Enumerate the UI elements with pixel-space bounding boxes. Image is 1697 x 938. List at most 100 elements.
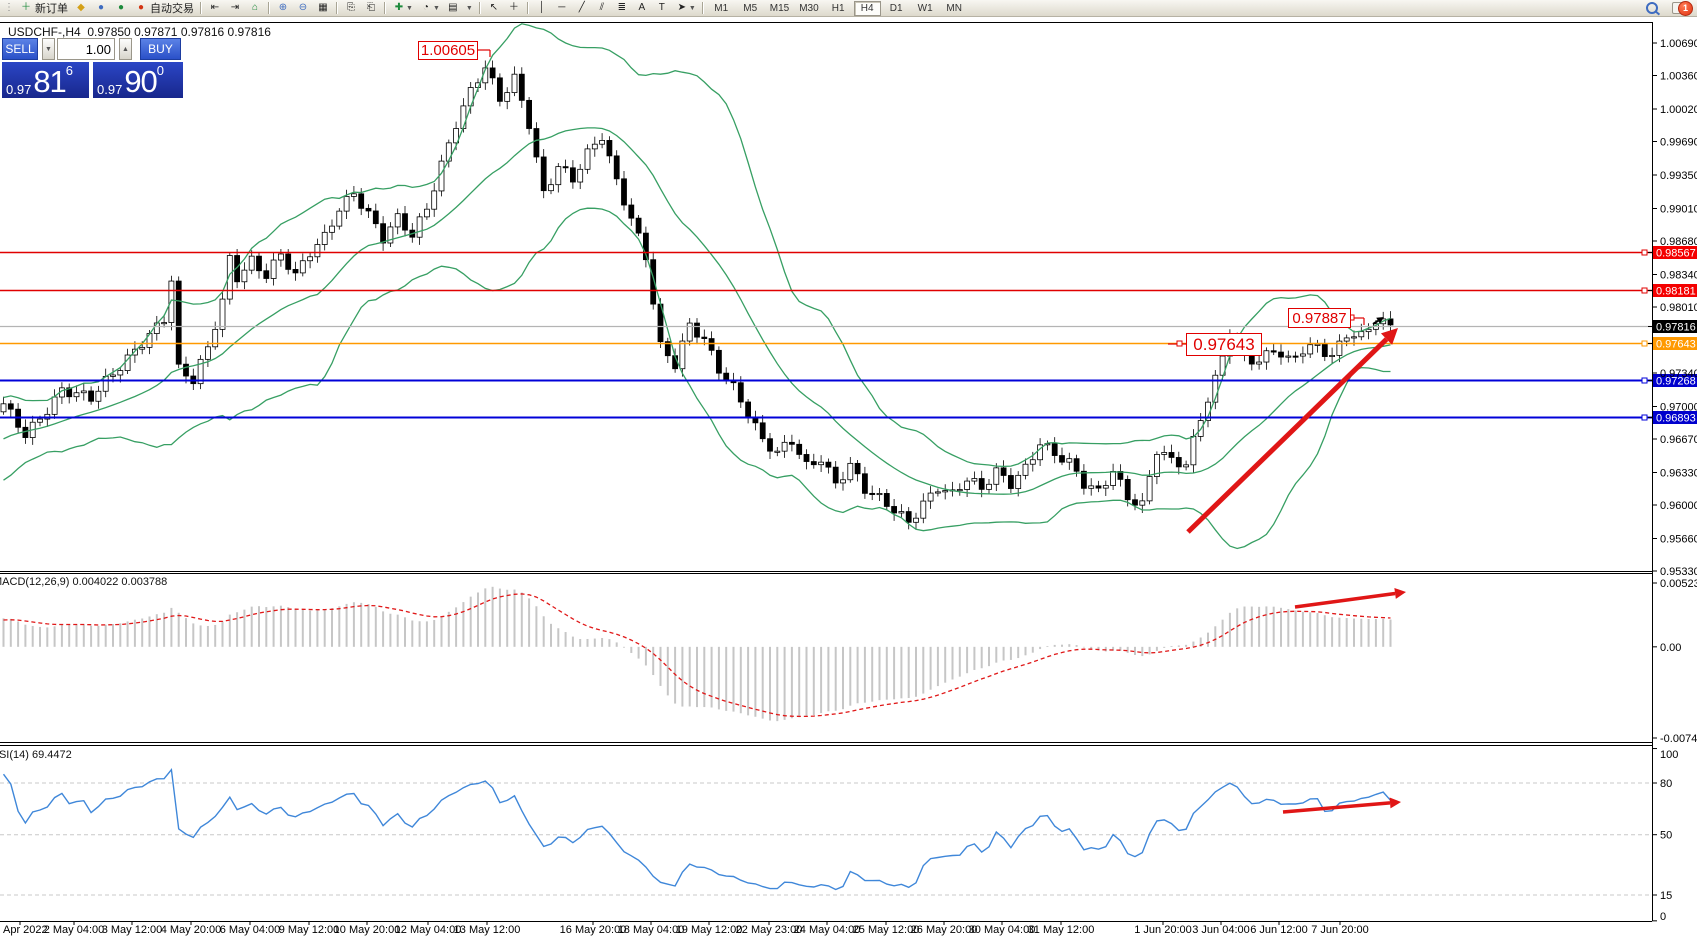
volume-down-button[interactable]: ▼ — [42, 38, 55, 60]
chart-window-icon: ▤ — [448, 2, 458, 13]
volume-up-button[interactable]: ▲ — [119, 38, 132, 60]
one-click-trade-panel: SELL ▼ 1.00 ▲ BUY 0.97 81 6 0.97 90 0 — [2, 38, 183, 98]
signal-button[interactable]: ● — [112, 1, 130, 16]
date-label: 6 May 04:00 — [220, 924, 281, 936]
buy-price-prefix: 0.97 — [97, 82, 123, 97]
bar-high: 0.97871 — [134, 25, 178, 39]
text-tool[interactable]: A — [633, 1, 651, 16]
date-label: 31 May 12:00 — [1028, 924, 1095, 936]
price-tick-label: 0.95330 — [1660, 566, 1697, 578]
text-tool-icon: A — [638, 2, 646, 13]
sell-price-tile[interactable]: 0.97 81 6 — [2, 62, 89, 98]
tile-windows-button[interactable]: ▦ — [314, 1, 332, 16]
tile-windows-icon: ▦ — [318, 2, 328, 13]
templates-icon: ⎗ — [367, 2, 375, 13]
annotation-high-1-00605[interactable]: 1.00605 — [418, 41, 478, 60]
user-icon: ● — [97, 2, 105, 13]
toolbar-dropdown[interactable]: ▼ — [465, 4, 473, 12]
date-label: 7 Jun 20:00 — [1311, 924, 1369, 936]
toolbar-separator — [701, 2, 704, 14]
date-label: 2 May 04:00 — [44, 924, 105, 936]
price-tick-label: 0.99010 — [1660, 203, 1697, 215]
date-label: 9 May 12:00 — [279, 924, 340, 936]
svg-text:0.97816: 0.97816 — [1656, 322, 1696, 334]
timeframe-button-w1[interactable]: W1 — [917, 2, 933, 14]
community-button[interactable]: ● — [92, 1, 110, 16]
buy-price-tile[interactable]: 0.97 90 0 — [93, 62, 183, 98]
crosshair-tool[interactable]: ＋ — [505, 1, 523, 16]
channel-tool[interactable]: ⫽ — [593, 1, 611, 16]
auto-trading-button[interactable]: ● 自动交易 — [132, 1, 196, 16]
price-tick-label: 0.99350 — [1660, 170, 1697, 182]
timeframe-button-h1[interactable]: H1 — [831, 2, 845, 14]
vertical-line-tool[interactable]: │ — [533, 1, 551, 16]
timeframe-button-d1[interactable]: D1 — [889, 2, 903, 14]
zoom-in-button[interactable]: ⊕ — [274, 1, 292, 16]
price-tick-label: 0.98340 — [1660, 269, 1697, 281]
price-tick-label: 0.98010 — [1660, 302, 1697, 314]
timeframe-button-m1[interactable]: M1 — [714, 2, 729, 14]
bar-marker-arrow[interactable] — [1372, 317, 1384, 325]
fibonacci-tool[interactable]: ≣ — [613, 1, 631, 16]
indicators-button[interactable]: ✚ ▼ — [390, 1, 415, 16]
date-label: 13 May 12:00 — [454, 924, 521, 936]
zoom-out-button[interactable]: ⊖ — [294, 1, 312, 16]
level-lines[interactable]: 0.98567 0.98181 0.97643 0.97268 0.96893 0.978… — [0, 246, 1697, 425]
label-tool[interactable]: T — [653, 1, 671, 16]
new-chart-button[interactable]: ⎘ — [342, 1, 360, 16]
buy-price-sup: 0 — [156, 63, 165, 78]
templates-button[interactable]: ⎗ — [362, 1, 380, 16]
timeframe-button-m5[interactable]: M5 — [743, 2, 758, 14]
timeframe-button-m15[interactable]: M15 — [769, 2, 790, 14]
toolbar-separator — [268, 2, 270, 14]
rsi-tick-label: 0 — [1660, 911, 1666, 923]
price-axis: 1.00690 1.00360 1.00020 0.99690 0.99350 0.990… — [1652, 38, 1697, 923]
trend-arrow-main[interactable] — [1186, 328, 1398, 534]
new-order-button[interactable]: ＋ 新订单 — [17, 1, 70, 16]
buy-button[interactable]: BUY — [140, 38, 181, 60]
market-watch-button[interactable]: ◆ — [72, 1, 90, 16]
date-label: 4 May 20:00 — [161, 924, 222, 936]
trendline-tool[interactable]: ╱ — [573, 1, 591, 16]
date-label: 6 Jun 12:00 — [1250, 924, 1308, 936]
annotation-level-0-97643[interactable]: 0.97643 — [1186, 333, 1262, 356]
window-edge-fragment-icon: ⋮ — [4, 2, 14, 13]
fibonacci-icon: ≣ — [617, 2, 626, 13]
timeframe-button-mn[interactable]: MN — [946, 2, 962, 14]
price-tick-label: 0.95660 — [1660, 533, 1697, 545]
svg-text:0.97643: 0.97643 — [1656, 339, 1696, 351]
search-icon[interactable] — [1646, 2, 1658, 14]
date-label: 22 May 23:00 — [736, 924, 803, 936]
bar-low: 0.97816 — [180, 25, 225, 39]
date-label: 3 Jun 04:00 — [1192, 924, 1250, 936]
clock-icon: ◔ — [422, 2, 429, 13]
date-label: Apr 2022 — [3, 924, 48, 936]
trend-arrow-macd[interactable] — [1294, 588, 1406, 609]
macd-label: MACD(12,26,9) 0.004022 0.003788 — [0, 576, 168, 588]
date-label: 26 May 20:00 — [911, 924, 978, 936]
periods-button[interactable]: ◔ ▼ — [417, 1, 442, 16]
notification-badge[interactable]: 1 — [1678, 0, 1693, 16]
svg-text:0.98181: 0.98181 — [1656, 286, 1696, 298]
sell-price-sup: 6 — [65, 63, 74, 78]
chart-shift-button[interactable]: ⇤ — [206, 1, 224, 16]
annotation-high-0-97887[interactable]: 0.97887 — [1288, 308, 1351, 328]
timeframe-button-m30[interactable]: M30 — [799, 2, 819, 14]
buy-price-big: 90 — [124, 64, 157, 99]
cursor-tool[interactable]: ↖ — [485, 1, 503, 16]
new-order-label: 新订单 — [35, 3, 68, 15]
svg-text:0.97268: 0.97268 — [1656, 376, 1696, 388]
profile-button[interactable]: ⌂ — [246, 1, 264, 16]
auto-scroll-button[interactable]: ⇥ — [226, 1, 244, 16]
bar-open: 0.97850 — [87, 25, 131, 39]
trend-arrow-rsi[interactable] — [1282, 797, 1401, 814]
volume-input[interactable]: 1.00 — [57, 38, 115, 60]
arrows-tool[interactable]: ➤ ▼ — [673, 1, 698, 16]
sell-button[interactable]: SELL — [2, 38, 38, 60]
horizontal-line-tool[interactable]: ─ — [553, 1, 571, 16]
chart-window-button[interactable]: ▤ — [444, 1, 462, 16]
timeframe-button-h4[interactable]: H4 — [853, 0, 881, 16]
